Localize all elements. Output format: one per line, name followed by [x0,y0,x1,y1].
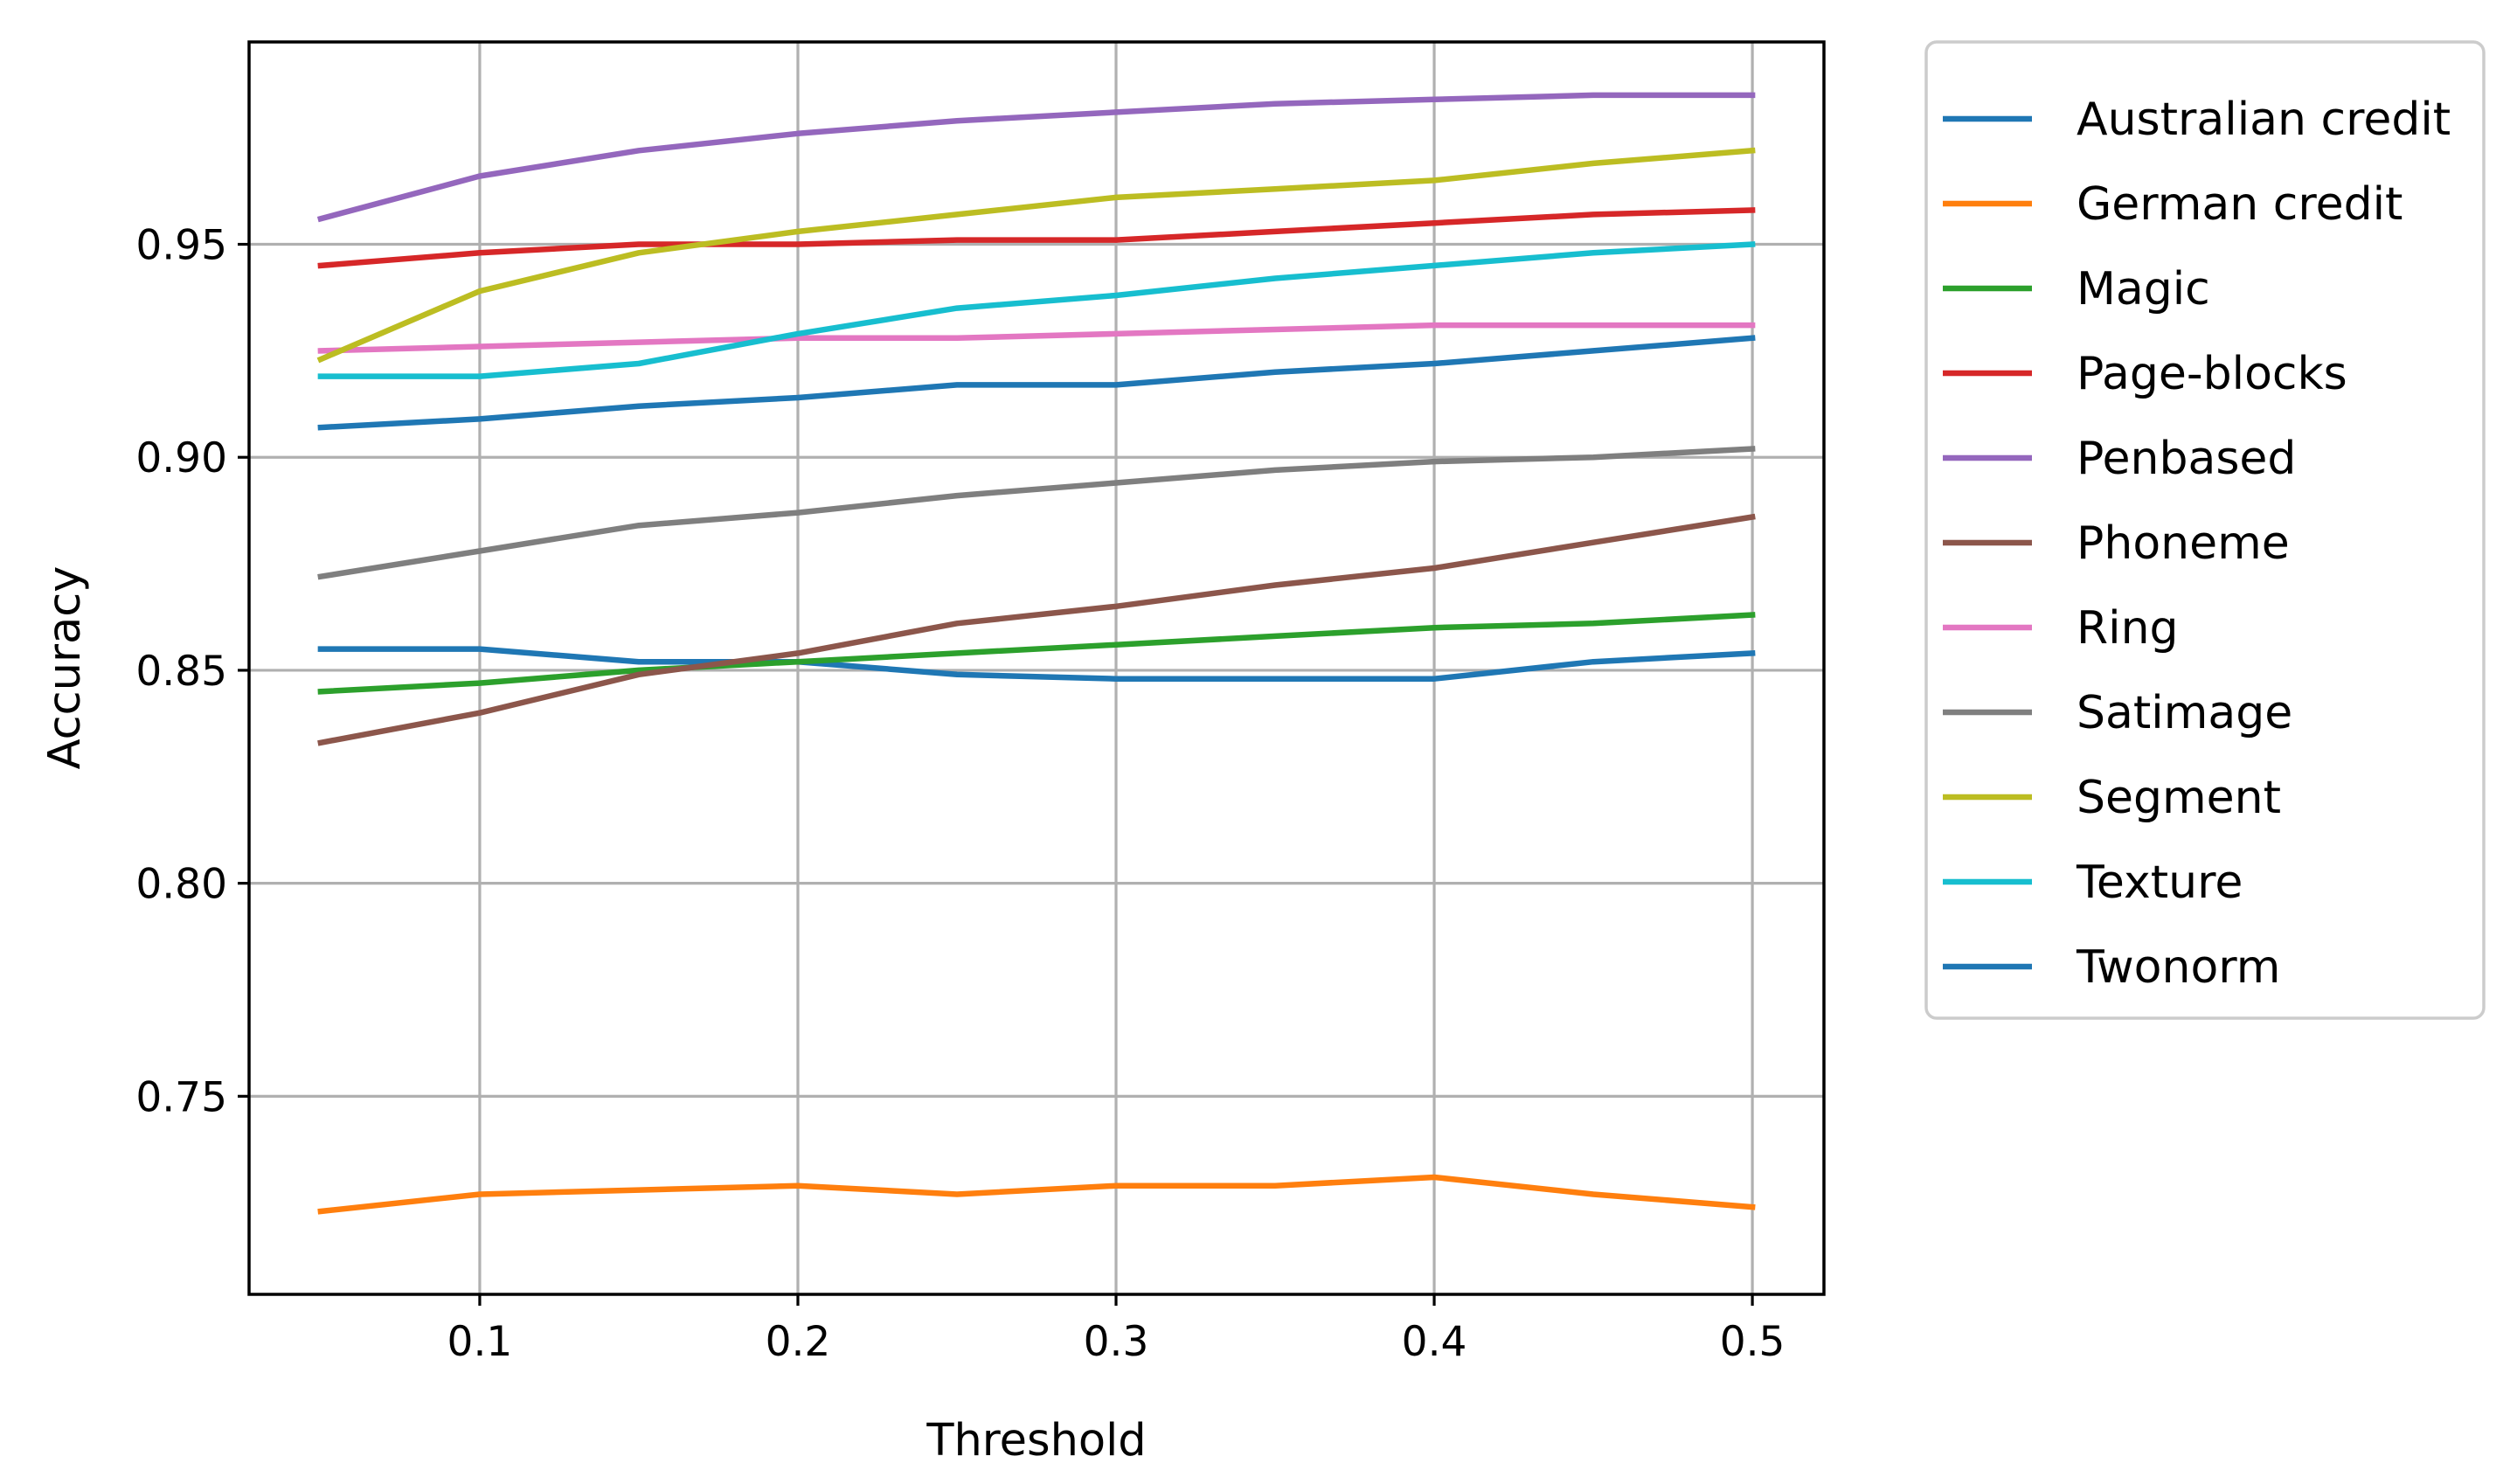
y-tick-label: 0.95 [135,222,227,270]
series-line-segment [316,147,1756,364]
legend-label-page-blocks: Page-blocks [2077,348,2347,400]
series-line-satimage [317,446,1756,580]
legend: Australian credit German credit Magic Page-… [1924,40,2486,1020]
x-tick-label: 0.3 [1084,1318,1149,1366]
x-axis-label: Threshold [926,1415,1146,1467]
grid [249,42,1824,1294]
x-tick-label: 0.5 [1720,1318,1785,1366]
axis-ticks: 0.1 0.2 0.3 0.4 0.5 0.75 0.80 0.85 0.90 0.95 [135,222,1785,1366]
legend-label-penbased: Penbased [2077,433,2296,485]
series-line-ring [317,322,1756,354]
series-line-german-credit [317,1174,1756,1215]
legend-label-ring: Ring [2077,602,2179,655]
y-tick-label: 0.75 [135,1073,227,1121]
series-line-twonorm [317,335,1756,431]
legend-label-phoneme: Phoneme [2077,517,2290,570]
series-line-magic [317,612,1756,695]
series-line-penbased [316,92,1756,223]
y-tick-label: 0.85 [135,648,227,696]
legend-label-australian-credit: Australian credit [2077,94,2451,146]
legend-label-twonorm: Twonorm [2076,941,2280,994]
y-tick-label: 0.80 [135,861,227,909]
series-lines [316,92,1756,1215]
plot-frame [247,40,1826,1296]
y-axis-label: Accuracy [39,566,91,770]
series-line-page-blocks [317,207,1756,269]
series-line-phoneme [317,513,1756,746]
x-tick-label: 0.2 [766,1318,831,1366]
legend-label-german-credit: German credit [2077,178,2403,231]
legend-frame [1924,40,2486,1020]
x-tick-label: 0.1 [447,1318,513,1366]
legend-label-segment: Segment [2077,772,2281,824]
y-tick-label: 0.90 [135,434,227,482]
legend-label-satimage: Satimage [2077,687,2292,739]
legend-label-magic: Magic [2077,263,2210,316]
series-line-texture [317,241,1756,379]
series-line-australian-credit [317,646,1756,682]
x-tick-label: 0.4 [1402,1318,1467,1366]
legend-label-texture: Texture [2076,856,2243,909]
